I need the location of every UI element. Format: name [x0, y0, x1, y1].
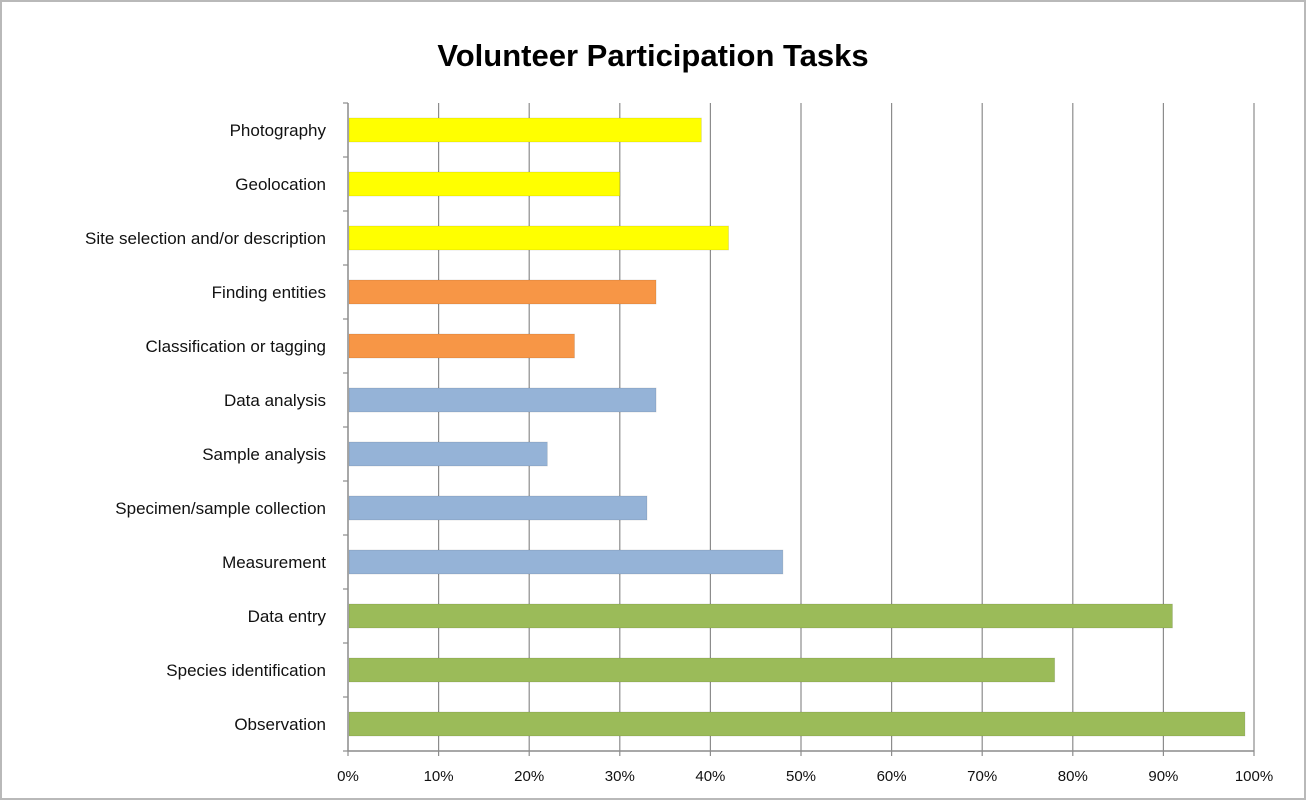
category-label: Specimen/sample collection	[115, 499, 326, 518]
bars	[348, 117, 1246, 737]
x-tick-label: 10%	[424, 768, 454, 785]
axes	[343, 102, 1255, 756]
bar	[348, 117, 702, 143]
bar	[348, 279, 657, 305]
category-labels: Photography Geolocation Site selection and…	[85, 121, 326, 734]
category-label: Sample analysis	[202, 445, 326, 464]
x-tick-label: 20%	[514, 768, 544, 785]
bar	[348, 441, 548, 467]
tick-labels: 0% 10% 20% 30% 40% 50% 60% 70% 80% 90% 100%	[337, 768, 1273, 785]
bar	[348, 711, 1246, 737]
category-label: Observation	[234, 715, 326, 734]
category-label: Finding entities	[212, 283, 326, 302]
category-label: Site selection and/or description	[85, 229, 326, 248]
category-label: Classification or tagging	[146, 337, 326, 356]
bar	[348, 549, 784, 575]
x-tick-label: 80%	[1058, 768, 1088, 785]
category-label: Measurement	[222, 553, 326, 572]
category-label: Data analysis	[224, 391, 326, 410]
x-tick-label: 30%	[605, 768, 635, 785]
bar	[348, 387, 657, 413]
chart-title: Volunteer Participation Tasks	[437, 38, 868, 73]
bar	[348, 333, 575, 359]
category-label: Geolocation	[235, 175, 326, 194]
bar	[348, 225, 729, 251]
bar	[348, 171, 621, 197]
category-label: Photography	[230, 121, 327, 140]
x-tick-label: 70%	[967, 768, 997, 785]
x-tick-label: 50%	[786, 768, 816, 785]
gridlines	[438, 103, 1255, 751]
x-tick-label: 0%	[337, 768, 359, 785]
bar	[348, 657, 1056, 683]
x-tick-label: 90%	[1148, 768, 1178, 785]
x-tick-label: 60%	[877, 768, 907, 785]
category-label: Species identification	[166, 661, 326, 680]
bar	[348, 495, 648, 521]
category-label: Data entry	[248, 607, 327, 626]
bar	[348, 603, 1173, 629]
x-tick-label: 40%	[695, 768, 725, 785]
x-tick-label: 100%	[1235, 768, 1273, 785]
